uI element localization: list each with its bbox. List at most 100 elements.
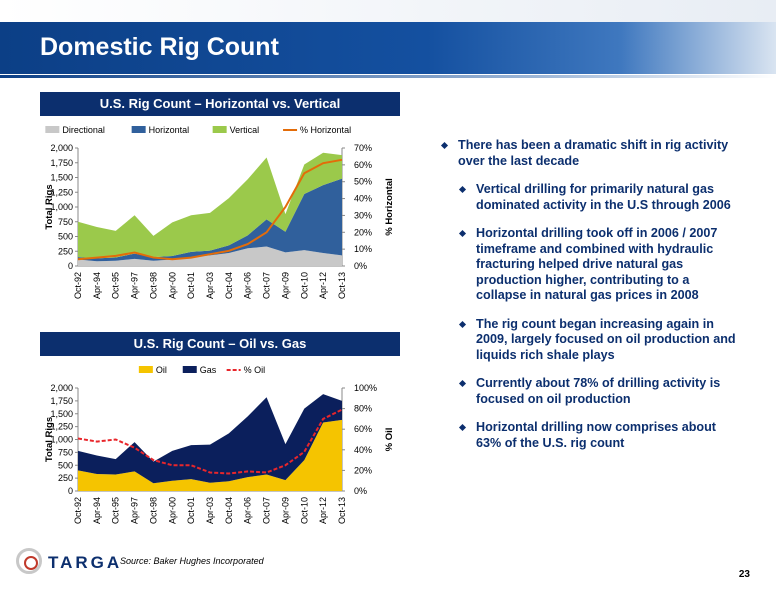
y-tick-label: 750	[58, 217, 73, 227]
bullet-item: Horizontal drilling took off in 2006 / 2…	[458, 226, 740, 304]
legend-swatch	[45, 126, 60, 133]
legend-label: Oil	[156, 365, 167, 375]
bullet-item: There has been a dramatic shift in rig a…	[440, 138, 740, 169]
area-series-oil	[78, 419, 342, 491]
x-tick-label: Apr-94	[92, 272, 102, 299]
diamond-bullet-icon	[458, 185, 467, 194]
diamond-bullet-icon	[458, 320, 467, 328]
title-underline	[0, 75, 776, 78]
y2-tick-label: 30%	[354, 210, 372, 220]
x-tick-label: Oct-04	[224, 497, 234, 524]
y-tick-label: 1,250	[50, 187, 73, 197]
bullet-item: Horizontal drilling now comprises about …	[458, 420, 740, 451]
x-tick-label: Apr-97	[130, 497, 140, 524]
legend-label: % Horizontal	[300, 125, 351, 135]
x-tick-label: Oct-07	[262, 497, 272, 524]
y-tick-label: 0	[68, 261, 73, 271]
y2-tick-label: 10%	[354, 244, 372, 254]
y2-tick-label: 60%	[354, 160, 372, 170]
bullet-text: There has been a dramatic shift in rig a…	[458, 138, 729, 168]
y-axis-title: Total Rigs	[44, 417, 55, 462]
diamond-bullet-icon	[458, 379, 467, 388]
y-tick-label: 250	[58, 473, 73, 483]
diamond-bullet-icon	[458, 229, 467, 238]
x-tick-label: Oct-98	[148, 497, 158, 524]
x-tick-label: Oct-98	[148, 272, 158, 299]
area-series-horizontal	[78, 178, 342, 262]
legend-swatch	[131, 126, 146, 133]
bullet-item: The rig count began increasing again in …	[458, 317, 740, 364]
y2-tick-label: 40%	[354, 194, 372, 204]
x-tick-label: Apr-00	[167, 497, 177, 524]
bullet-text: Currently about 78% of drilling activity…	[476, 376, 721, 406]
y-tick-label: 2,000	[50, 383, 73, 393]
x-tick-label: Oct-10	[299, 497, 309, 524]
bullet-text: Vertical drilling for primarily natural …	[476, 182, 731, 212]
y-tick-label: 750	[58, 447, 73, 457]
bullet-item: Vertical drilling for primarily natural …	[458, 182, 740, 213]
x-tick-label: Oct-07	[262, 272, 272, 299]
x-tick-label: Apr-09	[280, 272, 290, 299]
y-tick-label: 1,000	[50, 435, 73, 445]
y-tick-label: 1,250	[50, 422, 73, 432]
x-tick-label: Apr-03	[205, 272, 215, 299]
y-tick-label: 1,750	[50, 396, 73, 406]
y-tick-label: 250	[58, 246, 73, 256]
y-tick-label: 500	[58, 460, 73, 470]
x-tick-label: Apr-03	[205, 497, 215, 524]
y2-tick-label: 70%	[354, 143, 372, 153]
x-tick-label: Apr-12	[318, 272, 328, 299]
y-tick-label: 0	[68, 486, 73, 496]
x-tick-label: Apr-09	[280, 497, 290, 524]
x-tick-label: Oct-92	[73, 272, 83, 299]
y2-tick-label: 80%	[354, 404, 372, 414]
y2-axis-title: % Oil	[384, 428, 395, 452]
y2-axis-title: % Horizontal	[384, 178, 395, 236]
legend-label: Gas	[200, 365, 217, 375]
y-tick-label: 2,000	[50, 143, 73, 153]
legend-label: Directional	[62, 125, 105, 135]
y-tick-label: 1,500	[50, 173, 73, 183]
legend-swatch	[212, 126, 227, 133]
diamond-bullet-icon	[458, 423, 467, 432]
y2-tick-label: 0%	[354, 261, 367, 271]
targa-logo: TARGA	[16, 548, 126, 578]
y2-tick-label: 60%	[354, 424, 372, 434]
x-tick-label: Oct-13	[337, 272, 347, 299]
logo-text: TARGA	[48, 553, 123, 572]
area-series-vertical	[78, 152, 342, 259]
y2-tick-label: 20%	[354, 227, 372, 237]
bullet-text: The rig count began increasing again in …	[476, 316, 736, 362]
y2-tick-label: 50%	[354, 177, 372, 187]
bullet-text: Horizontal drilling now comprises about …	[476, 420, 716, 450]
legend-label: Horizontal	[149, 125, 190, 135]
x-tick-label: Oct-01	[186, 497, 196, 524]
area-series-directional	[78, 246, 342, 266]
area-series-gas	[78, 394, 342, 484]
legend-label: Vertical	[230, 125, 260, 135]
y-tick-label: 1,750	[50, 158, 73, 168]
x-tick-label: Oct-01	[186, 272, 196, 299]
chart2-title: U.S. Rig Count – Oil vs. Gas	[40, 332, 400, 356]
title-bar: Domestic Rig Count	[0, 22, 776, 78]
line-series--oil	[77, 408, 343, 475]
y2-tick-label: 20%	[354, 465, 372, 475]
chart1-title: U.S. Rig Count – Horizontal vs. Vertical	[40, 92, 400, 116]
x-tick-label: Oct-95	[111, 272, 121, 299]
y2-tick-label: 100%	[354, 383, 377, 393]
chart1: 2,000 1,750 1,500 1,250 1,000 750 500 250 0 70% 60…	[44, 125, 395, 299]
x-tick-label: Apr-97	[130, 272, 140, 299]
diamond-bullet-icon	[440, 141, 449, 150]
bullet-list: There has been a dramatic shift in rig a…	[440, 138, 740, 464]
header-strip	[0, 0, 776, 22]
x-tick-label: Oct-95	[111, 497, 121, 524]
y-axis-title: Total Rigs	[44, 184, 55, 229]
legend-swatch	[182, 366, 197, 373]
logo-mark-icon	[16, 548, 42, 574]
x-tick-label: Apr-12	[318, 497, 328, 524]
y2-tick-label: 40%	[354, 445, 372, 455]
line-series--horizontal	[77, 158, 343, 261]
chart2: 2,000 1,750 1,500 1,250 1,000 750 500 250 0 100% 8…	[44, 365, 395, 524]
bullet-item: Currently about 78% of drilling activity…	[458, 376, 740, 407]
page-number: 23	[738, 569, 750, 580]
